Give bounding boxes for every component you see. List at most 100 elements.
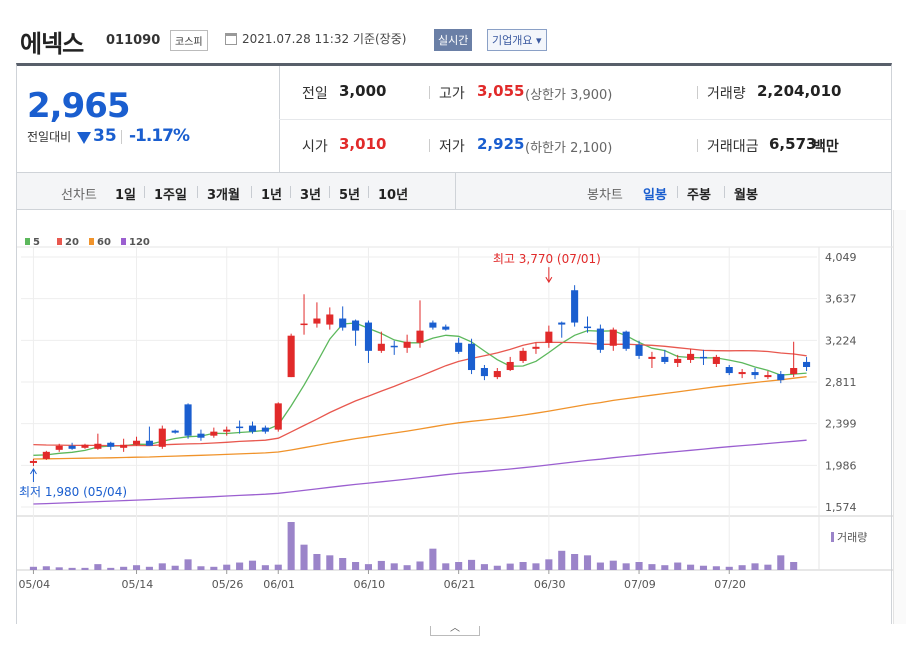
volume-bar [790, 562, 798, 570]
period-1y[interactable]: 1년 [261, 188, 283, 203]
volume-bar [42, 566, 50, 570]
prev-close-label: 전일 [302, 86, 328, 102]
x-tick-label: 05/26 [212, 578, 244, 591]
price-chart[interactable]: 4,049 3,637 3,224 2,811 2,399 1,986 1,574 05/04… [16, 210, 893, 624]
compare-label: 전일대비 [27, 130, 72, 144]
candle-body [674, 358, 682, 363]
volume-bar [274, 564, 282, 570]
amount-value: 6,573 [769, 135, 817, 153]
low-annotation: 최저 1,980 (05/04) [19, 485, 127, 499]
period-3m[interactable]: 3개월 [207, 188, 240, 203]
divider [144, 186, 145, 198]
x-tick-label: 06/10 [353, 578, 385, 591]
candle-body [274, 403, 282, 430]
volume-bar [287, 522, 295, 570]
amount-label: 거래대금 [707, 139, 759, 155]
candle-body [583, 326, 592, 329]
candle-body [725, 367, 733, 374]
candle-body [132, 440, 141, 445]
volume-bar [467, 559, 476, 570]
divider [121, 130, 122, 144]
y-tick-label: 3,637 [825, 293, 857, 306]
high-annotation: 최고 3,770 (07/01) [493, 252, 601, 266]
candle-body [738, 372, 746, 375]
volume-bar [261, 565, 269, 570]
volume-value: 2,204,010 [757, 82, 842, 100]
volume-bar [506, 563, 514, 570]
volume-bar [596, 562, 604, 570]
candle-body [777, 374, 785, 381]
volume-bar [107, 567, 115, 570]
candle-body [480, 368, 488, 377]
x-tick-label: 07/20 [714, 578, 746, 591]
volume-bar [648, 564, 656, 570]
volume-legend-label: 거래량 [837, 531, 867, 544]
period-1d[interactable]: 1일 [115, 188, 137, 203]
collapse-chart-button[interactable]: ︿ [430, 624, 480, 636]
stock-header: 에넥스 011090 코스피 2021.07.28 11:32 기준(장중) 실… [20, 24, 886, 58]
volume-bar [120, 566, 128, 570]
period-3y[interactable]: 3년 [300, 188, 322, 203]
volume-bar [68, 567, 76, 570]
candle-body [803, 361, 811, 367]
candle-body [390, 345, 398, 348]
volume-bar [364, 564, 373, 570]
volume-bar [171, 565, 179, 570]
moving-average-line [33, 376, 807, 460]
company-overview-button[interactable]: 기업개요 ▾ [487, 29, 547, 51]
candle-body [29, 460, 37, 463]
high-arrowhead [545, 276, 553, 284]
volume-bar [326, 555, 334, 570]
volume-bar [532, 563, 540, 570]
candle-body [287, 335, 295, 378]
candle-monthly[interactable]: 월봉 [734, 188, 758, 203]
x-tick-label: 06/01 [263, 578, 295, 591]
candle-daily[interactable]: 일봉 [643, 188, 667, 203]
legend-label: 120 [129, 237, 150, 248]
candle-body [699, 356, 708, 359]
volume-bar [184, 559, 192, 570]
period-10y[interactable]: 10년 [378, 188, 409, 203]
candle-weekly[interactable]: 주봉 [687, 188, 711, 203]
candle-body [622, 331, 630, 349]
realtime-button[interactable]: 실시간 [434, 29, 473, 51]
period-1w[interactable]: 1주일 [154, 188, 187, 203]
volume-bar [352, 562, 360, 570]
divider [329, 186, 330, 198]
candle-body [248, 425, 257, 432]
candle-body [596, 328, 604, 350]
volume-bar [635, 562, 643, 570]
chart-scrollbar[interactable] [893, 210, 906, 624]
lower-limit: (하한가 2,100) [525, 141, 613, 156]
legend-label: 60 [97, 237, 111, 248]
open-value: 3,010 [339, 135, 387, 153]
volume-bar [300, 544, 308, 570]
candle-body [661, 356, 669, 362]
quote-datetime: 2021.07.28 11:32 기준(장중) [242, 32, 407, 46]
divider [429, 139, 430, 152]
down-triangle-icon [77, 132, 91, 144]
candle-body [261, 427, 269, 432]
volume-bar [145, 566, 153, 570]
volume-bar [519, 562, 527, 570]
y-tick-label: 1,574 [825, 501, 857, 514]
volume-bar [210, 566, 218, 570]
moving-average-line [33, 439, 807, 505]
candle-body [184, 404, 192, 436]
line-chart-label[interactable]: 선차트 [61, 188, 97, 203]
divider [455, 173, 456, 209]
low-arrowhead [30, 468, 37, 475]
candle-body [571, 290, 579, 323]
volume-bar [55, 567, 63, 570]
candle-body [81, 444, 89, 448]
stock-code: 011090 [106, 33, 161, 48]
candle-body [197, 433, 205, 438]
divider [697, 86, 698, 99]
period-5y[interactable]: 5년 [339, 188, 361, 203]
candle-body [210, 431, 218, 436]
y-tick-label: 1,986 [825, 459, 857, 472]
candle-body [68, 445, 76, 449]
candle-chart-label[interactable]: 봉차트 [587, 188, 623, 203]
candle-body [751, 372, 759, 376]
divider [368, 186, 369, 198]
